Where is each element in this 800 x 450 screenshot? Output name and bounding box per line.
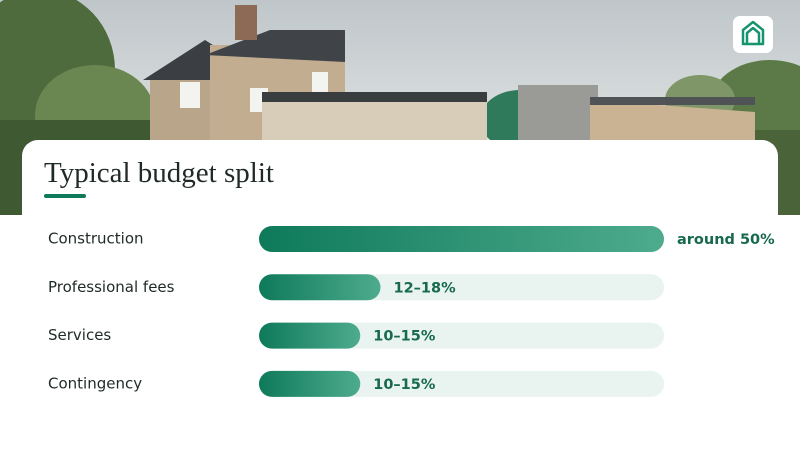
bar-track — [259, 370, 664, 397]
category-label: Services — [48, 326, 111, 344]
value-label: 10–15% — [373, 377, 436, 393]
bar — [259, 274, 381, 301]
value-label: 10–15% — [373, 329, 436, 345]
value-label: 12–18% — [394, 280, 457, 296]
bar — [259, 226, 664, 252]
category-label: Construction — [48, 230, 144, 248]
category-label: Professional fees — [48, 278, 175, 296]
value-label: around 50% — [677, 232, 775, 248]
chart-title: Typical budget split — [44, 157, 274, 189]
logo[interactable] — [733, 16, 773, 53]
header-photo — [0, 0, 800, 215]
bar-rows: Construction around 50% Professional fees 1… — [48, 226, 775, 397]
bar-track — [259, 322, 664, 349]
category-label: Contingency — [48, 374, 142, 392]
bar — [259, 322, 361, 349]
title-underline — [44, 194, 86, 198]
bar — [259, 370, 361, 397]
